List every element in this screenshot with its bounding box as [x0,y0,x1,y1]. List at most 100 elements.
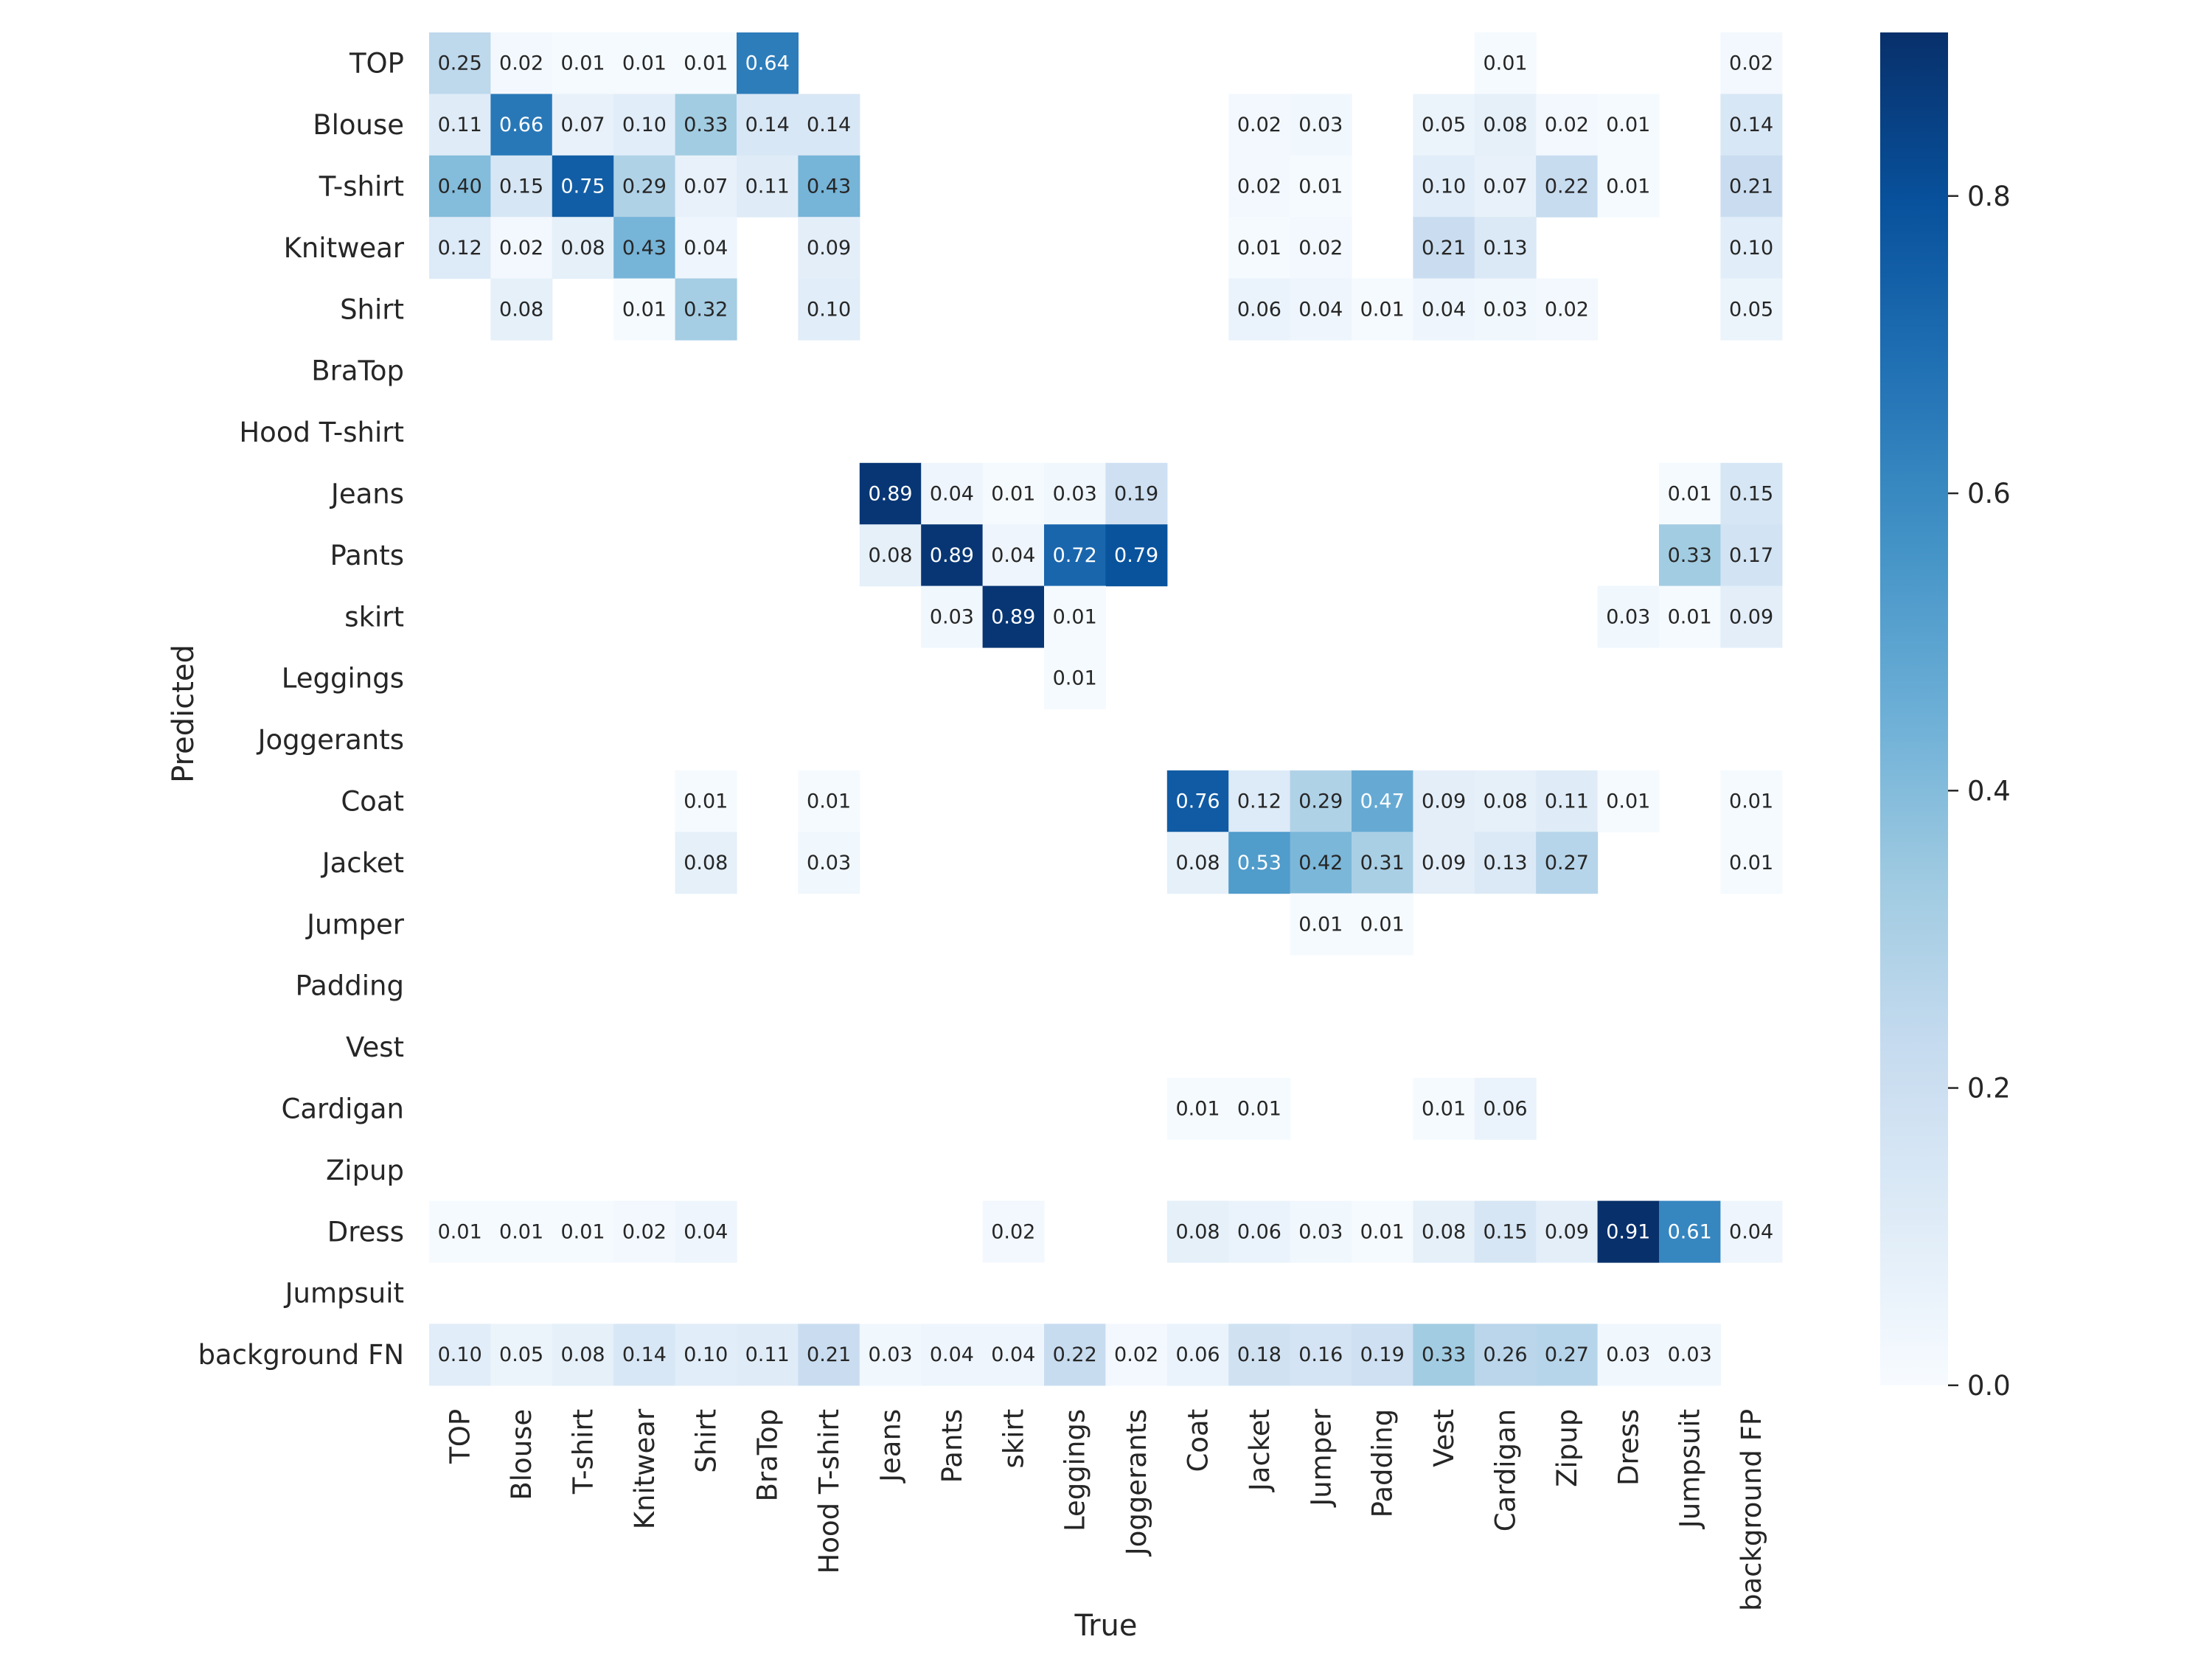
heatmap-cell-value: 0.10 [684,1343,728,1366]
heatmap-cell [613,1324,676,1386]
heatmap-cell [1228,278,1291,341]
heatmap-cell-value: 0.27 [1545,852,1589,874]
heatmap-cell-value: 0.02 [499,237,543,260]
heatmap-cell [429,1324,491,1386]
heatmap-cell [1474,32,1537,94]
heatmap-cell [1228,1077,1291,1140]
y-axis-label: Predicted [167,644,201,783]
heatmap-cell-value: 0.01 [560,1220,605,1243]
heatmap-cell-value: 0.01 [991,483,1035,506]
x-tick-label: Zipup [1551,1409,1583,1487]
heatmap-cell [1166,1200,1229,1263]
heatmap-cell-value: 0.03 [1298,114,1343,136]
heatmap-cell-value: 0.03 [1053,483,1097,506]
heatmap-cell-value: 0.27 [1545,1343,1589,1366]
x-tick-label: Cardigan [1490,1409,1522,1531]
heatmap-cell [1720,524,1783,587]
heatmap-cell [1166,832,1229,894]
heatmap-cell [613,94,676,156]
heatmap-cell-value: 0.19 [1114,483,1158,506]
heatmap-cell-value: 0.11 [745,1343,790,1366]
heatmap-cell-value: 0.06 [1237,1220,1281,1243]
heatmap-cell [1720,94,1783,156]
heatmap-cell-value: 0.01 [1053,605,1097,628]
heatmap-cell [1290,155,1352,218]
heatmap-cell [798,155,860,218]
heatmap-cell [1228,770,1291,832]
y-tick-label: Jumper [305,908,405,940]
heatmap-cell-value: 0.02 [991,1220,1035,1243]
heatmap-cell [1659,1324,1721,1386]
x-tick-label: Joggerants [1121,1409,1152,1557]
heatmap-cell-value: 0.09 [807,237,851,260]
heatmap-cell-value: 0.08 [499,298,543,321]
y-tick-label: Dress [327,1216,404,1248]
heatmap-cell [429,32,491,94]
heatmap-cell [552,32,614,94]
heatmap-cell [1597,94,1660,156]
heatmap-cells [429,32,1783,1386]
y-tick-label: Joggerants [257,724,404,756]
heatmap-cell [429,217,491,279]
x-tick-label: Blouse [506,1409,538,1500]
heatmap-cell-value: 0.10 [1729,237,1773,260]
heatmap-cell-value: 0.01 [1053,667,1097,690]
heatmap-cell [1352,278,1413,341]
heatmap-cell [982,524,1045,587]
heatmap-cell-value: 0.40 [438,175,482,198]
heatmap-cell-value: 0.13 [1483,237,1527,260]
heatmap-cell-value: 0.01 [1729,790,1773,813]
heatmap-cell-value: 0.09 [1729,605,1773,628]
heatmap-cell-value: 0.61 [1668,1220,1712,1243]
y-tick-label: Vest [346,1032,404,1063]
heatmap-cell-value: 0.01 [622,298,667,321]
heatmap-cell [675,278,737,341]
heatmap-cell [1413,1200,1475,1263]
colorbar-ticks: 0.0 0.2 0.4 0.6 0.8 [1948,181,2011,1402]
heatmap-cell [982,1200,1045,1263]
heatmap-cell [1290,1324,1352,1386]
heatmap-cell-value: 0.33 [1668,544,1712,567]
heatmap-cell-value: 0.89 [991,605,1035,628]
heatmap-cell-value: 0.01 [560,52,605,75]
heatmap-cell-value: 0.29 [622,175,667,198]
heatmap-cell-value: 0.01 [1422,1098,1466,1121]
heatmap-cell [1044,585,1106,648]
heatmap-cell [1105,462,1168,525]
heatmap-cell [859,462,922,525]
heatmap-cell-value: 0.04 [930,483,974,506]
heatmap-cell-value: 0.91 [1606,1220,1650,1243]
heatmap-cell [490,1200,553,1263]
heatmap-cell [613,278,676,341]
heatmap-cell [737,94,799,156]
x-tick-label: Knitwear [629,1408,661,1529]
heatmap-cell-value: 0.07 [1483,175,1527,198]
y-tick-label: Coat [341,786,404,818]
heatmap-cell [1413,1077,1475,1140]
y-tick-label: TOP [349,48,404,80]
heatmap-cell-value: 0.01 [499,1220,543,1243]
heatmap-cell-value: 0.72 [1053,544,1097,567]
heatmap-cell [1474,1077,1537,1140]
heatmap-cell-value: 0.29 [1298,790,1343,813]
heatmap-cell-value: 0.19 [1360,1343,1405,1366]
heatmap-cell-value: 0.03 [1483,298,1527,321]
heatmap-cell [1474,155,1537,218]
heatmap-cell-value: 0.32 [684,298,728,321]
heatmap-cell-value: 0.04 [1298,298,1343,321]
heatmap-cell [1597,1200,1660,1263]
heatmap-cell [859,524,922,587]
heatmap-cell-value: 0.03 [1298,1220,1343,1243]
heatmap-cell-value: 0.04 [1729,1220,1773,1243]
heatmap-cell [982,462,1045,525]
heatmap-cell [1290,94,1352,156]
heatmap-cell-value: 0.33 [684,114,728,136]
heatmap-cell [552,217,614,279]
heatmap-cell [1597,1324,1660,1386]
heatmap-cell [921,1324,984,1386]
heatmap-cell [429,1200,491,1263]
heatmap-cell-value: 0.01 [1729,852,1773,874]
heatmap-cell-value: 0.47 [1360,790,1405,813]
heatmap-cell-value: 0.06 [1237,298,1281,321]
